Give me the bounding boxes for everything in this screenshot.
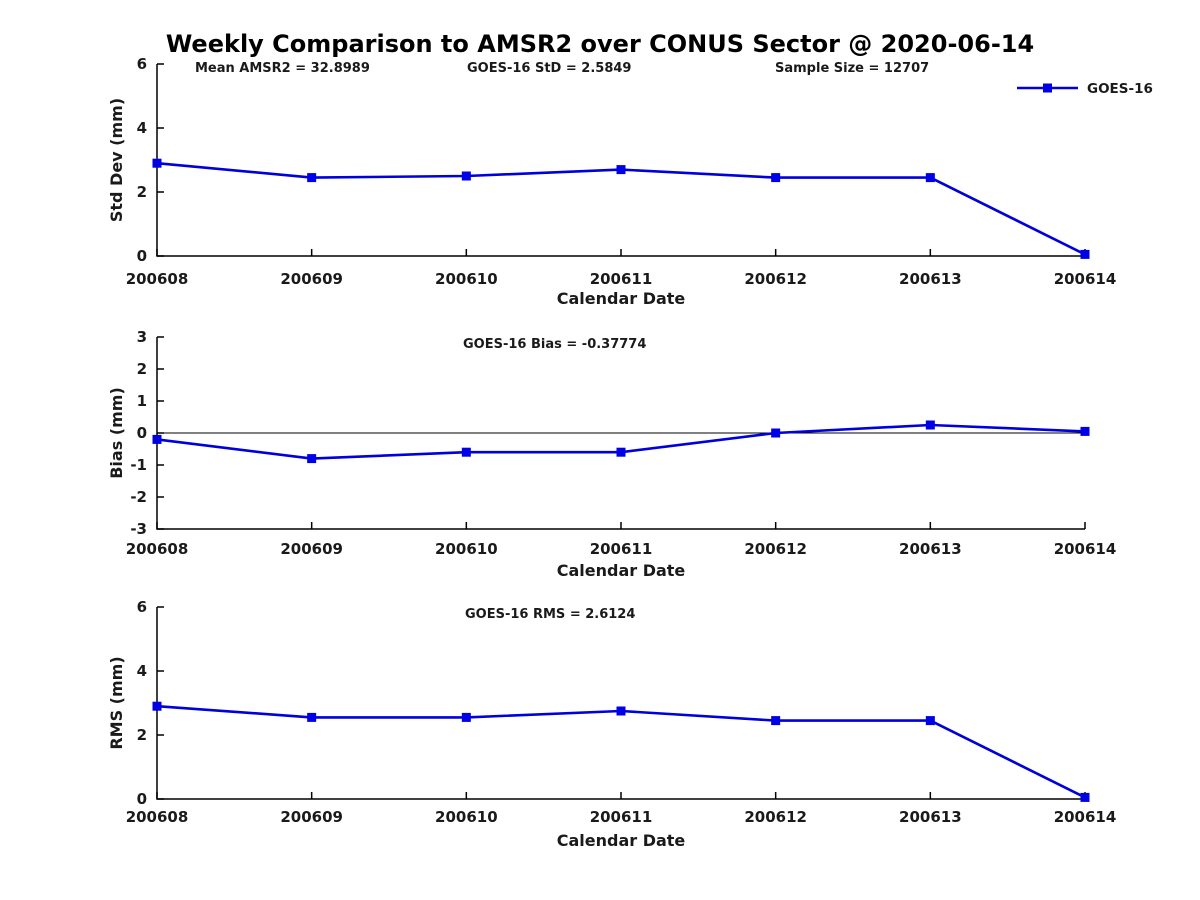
data-line <box>156 161 1086 256</box>
data-line <box>156 704 1086 799</box>
stddev-chart: 0 2 4 6 200608 200609 200610 200611 200612 200613… <box>107 55 1153 308</box>
x-tick-label: 200610 <box>435 540 498 558</box>
y-tick-label: -1 <box>130 456 147 474</box>
data-point <box>152 434 162 444</box>
data-point <box>771 173 781 183</box>
data-point <box>152 158 162 168</box>
data-point <box>616 706 626 716</box>
x-tick-label: 200609 <box>280 808 343 826</box>
x-tick-label: 200611 <box>590 808 653 826</box>
axis-lines <box>156 607 1085 800</box>
legend-marker <box>1043 83 1052 93</box>
data-point <box>616 165 626 175</box>
x-tick-label: 200608 <box>126 808 189 826</box>
data-point <box>461 712 471 722</box>
data-point <box>307 454 317 464</box>
data-point <box>925 173 935 183</box>
figure-title: Weekly Comparison to AMSR2 over CONUS Se… <box>165 30 1035 58</box>
y-tick-label: 6 <box>137 55 147 73</box>
rms-chart: 0 2 4 6 200608 200609 200610 200611 200612 200613… <box>107 598 1117 850</box>
y-tick-label: -3 <box>130 520 147 538</box>
data-point <box>461 171 471 181</box>
y-tick-label: 2 <box>137 183 147 201</box>
data-point <box>616 447 626 457</box>
data-point <box>1080 792 1090 802</box>
axis-lines <box>156 64 1085 257</box>
annotation: GOES-16 StD = 2.5849 <box>467 61 631 76</box>
legend-label: GOES-16 <box>1087 81 1153 97</box>
annotation: GOES-16 Bias = -0.37774 <box>463 337 646 352</box>
y-axis-label: Std Dev (mm) <box>107 98 126 222</box>
y-axis-label: RMS (mm) <box>107 656 126 749</box>
x-tick-label: 200612 <box>744 808 807 826</box>
x-tick-label: 200610 <box>435 808 498 826</box>
y-tick-label: 0 <box>137 247 147 265</box>
x-tick-label: 200612 <box>744 540 807 558</box>
data-point <box>771 716 781 726</box>
x-tick-label: 200612 <box>744 270 807 288</box>
y-tick-label: 4 <box>137 119 147 137</box>
y-tick-label: 0 <box>137 424 147 442</box>
data-point <box>461 447 471 457</box>
y-tick-label: 4 <box>137 662 147 680</box>
data-point <box>771 428 781 438</box>
x-tick-label: 200613 <box>899 808 962 826</box>
x-tick-label: 200611 <box>590 270 653 288</box>
x-tick-label: 200613 <box>899 270 962 288</box>
y-tick-label: 3 <box>137 328 147 346</box>
y-tick-label: 1 <box>137 392 147 410</box>
x-tick-label: 200609 <box>280 540 343 558</box>
y-axis-label: Bias (mm) <box>107 387 126 479</box>
data-point <box>152 701 162 711</box>
x-tick-label: 200610 <box>435 270 498 288</box>
annotation: Mean AMSR2 = 32.8989 <box>195 61 370 76</box>
x-tick-label: 200608 <box>126 270 189 288</box>
x-tick-label: 200609 <box>280 270 343 288</box>
y-tick-label: 2 <box>137 726 147 744</box>
data-point <box>1080 426 1090 436</box>
annotation: GOES-16 RMS = 2.6124 <box>465 607 635 622</box>
data-point <box>307 712 317 722</box>
x-tick-label: 200614 <box>1054 540 1117 558</box>
x-tick-label: 200611 <box>590 540 653 558</box>
x-tick-label: 200608 <box>126 540 189 558</box>
data-point <box>925 716 935 726</box>
y-tick-label: 2 <box>137 360 147 378</box>
x-axis-label: Calendar Date <box>557 289 686 308</box>
data-point <box>307 173 317 183</box>
y-tick-label: 0 <box>137 790 147 808</box>
x-tick-label: 200614 <box>1054 808 1117 826</box>
bias-chart: -3 -2 -1 0 1 2 3 200608 200609 200610 200611 200612… <box>107 328 1117 580</box>
y-tick-label: 6 <box>137 598 147 616</box>
data-point <box>925 420 935 430</box>
x-tick-label: 200614 <box>1054 270 1117 288</box>
x-tick-label: 200613 <box>899 540 962 558</box>
annotation: Sample Size = 12707 <box>775 61 929 76</box>
x-axis-label: Calendar Date <box>557 561 686 580</box>
y-tick-label: -2 <box>130 488 147 506</box>
data-point <box>1080 249 1090 259</box>
x-axis-label: Calendar Date <box>557 831 686 850</box>
